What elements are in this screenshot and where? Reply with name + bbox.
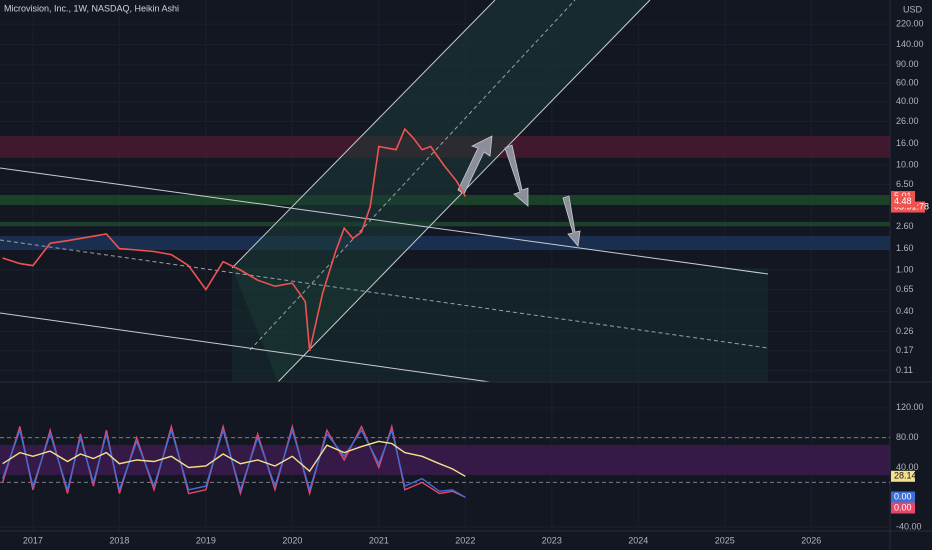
x-tick-label: 2018 [109,535,129,545]
price-badge [891,502,915,514]
arrow [457,135,493,195]
price-badge-label: 0.00 [894,491,912,501]
price-badge-label: 0.00 [894,502,912,512]
channel-fill [232,0,650,382]
price-badge [891,491,915,503]
y-tick-label: 140.00 [896,39,924,49]
y-tick-label: 6.50 [896,179,914,189]
series-line [1,427,466,498]
trend-mid [0,239,769,349]
y-tick-label: 2.60 [896,221,914,231]
y-tick-label: 1.00 [896,264,914,274]
channel-line [231,0,496,269]
x-tick-label: 2017 [23,535,43,545]
y-tick-label: 0.11 [896,365,913,375]
y-tick-label: 16.00 [896,138,919,148]
y-tick-label: 120.00 [896,402,924,412]
y-tick-label: 80.00 [896,432,919,442]
x-tick-label: 2026 [801,535,821,545]
arrow [504,144,529,207]
x-tick-label: 2022 [455,535,475,545]
price-badge-label: 28.14 [894,471,917,481]
channel-mid [249,0,576,351]
y-tick-label: 220.00 [896,18,924,28]
chart-title: Microvision, Inc., 1W, NASDAQ, Heikin As… [4,3,179,13]
y-tick-label: 40.00 [896,462,919,472]
x-tick-label: 2019 [196,535,216,545]
y-tick-label: 0.40 [896,306,914,316]
series-line [2,127,466,351]
y-tick-label: -40.00 [896,521,922,531]
trend-line [0,312,491,383]
price-badge [891,470,915,482]
x-tick-label: 2025 [715,535,735,545]
y-tick-label: 90.00 [896,59,919,69]
unit-label: USD [903,4,923,14]
x-tick-label: 2023 [542,535,562,545]
series-line [2,440,466,477]
arrow [562,195,581,247]
y-tick-label: 0.17 [896,345,914,355]
y-tick-label: 60.00 [896,78,919,88]
y-tick-label: 10.00 [896,159,919,169]
y-tick-label: 26.00 [896,116,919,126]
x-tick-label: 2020 [282,535,302,545]
x-tick-label: 2024 [628,535,648,545]
zone [0,235,890,251]
y-tick-label: 0.65 [896,284,914,294]
zone [0,221,890,227]
y-tick-label: 40.00 [896,96,919,106]
y-tick-label: 0.26 [896,326,914,336]
x-tick-label: 2021 [369,535,389,545]
level-badge-label: 4.48 [894,196,912,206]
y-tick-label: 1.60 [896,243,914,253]
level-badge [891,196,915,208]
price-badge-label: 5.01 [894,191,912,201]
trend-line [0,167,769,275]
